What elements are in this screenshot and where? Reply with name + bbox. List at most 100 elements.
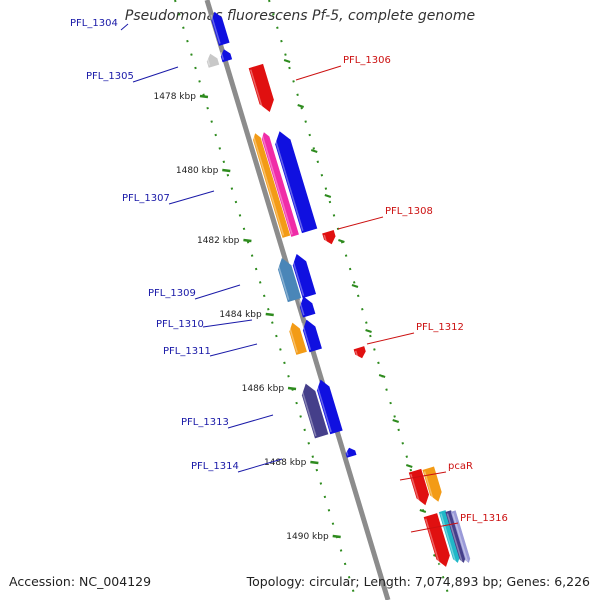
gene-feature-sheen — [273, 134, 304, 231]
outer-track-dash — [338, 239, 345, 243]
genome-summary-label: Topology: circular; Length: 7,074,893 bp… — [246, 574, 590, 589]
gene-labels: PFL_1304 PFL_1305 PFL_1306 PFL_1307 PFL_1308… — [70, 18, 508, 533]
gene-feature-sheen — [315, 382, 332, 433]
accession-label: Accession: NC_004129 — [9, 574, 152, 589]
gene-label-leader — [132, 66, 179, 83]
gene-feature-sheen — [354, 350, 359, 358]
scale-tick-label: 1490 kbp — [286, 532, 329, 542]
gene-feature-sheen — [440, 513, 457, 562]
scale-tick-label: 1480 kbp — [176, 166, 219, 176]
gene-label-pfl_1305: PFL_1305 — [86, 71, 134, 82]
scale-tick-mark — [222, 168, 231, 173]
outer-track-dash — [405, 464, 413, 468]
gene-feature-sheen — [249, 69, 265, 113]
gene-feature-pfl_1305 — [220, 49, 233, 63]
gene-label-leader — [202, 319, 253, 328]
gene-label-leader — [227, 414, 274, 429]
gene-feature-pfl_1316-cyan — [438, 510, 460, 563]
gene-feature-pfl_1304 — [211, 11, 230, 46]
gene-feature-sheen — [220, 51, 225, 61]
gene-label-pfl_1306: PFL_1306 — [343, 55, 391, 66]
gene-feature-sheen — [276, 261, 290, 300]
gene-label-leader — [237, 458, 283, 473]
gene-feature-pfl_1313-slate — [301, 383, 329, 439]
gene-label-leader — [337, 216, 384, 230]
gene-feature-pfl_1308 — [322, 230, 336, 245]
gene-feature-pfl_1307 — [275, 131, 318, 234]
gene-feature-pfl_1306 — [248, 63, 274, 112]
gene-feature-sheen — [423, 471, 435, 502]
gene-label-pfl_1311: PFL_1311 — [163, 346, 211, 357]
gene-feature-sheen — [452, 513, 468, 562]
scale-tick-mark — [243, 238, 252, 243]
gene-feature-pfl_1309-steel — [277, 257, 302, 303]
gene-features — [206, 11, 471, 567]
scale-tick-mark — [310, 460, 319, 465]
gene-feature-pfl_1307-magenta — [261, 132, 299, 237]
gene-feature-pfl_1314 — [345, 447, 357, 458]
gene-feature-pfl_1307-orange — [252, 133, 291, 238]
outer-track-dash — [310, 149, 318, 153]
gene-label-pfl_1308: PFL_1308 — [385, 206, 433, 217]
gene-feature-pfl_1311-orange — [289, 322, 307, 355]
gene-feature-sheen — [261, 134, 293, 235]
outer-track-dash — [297, 104, 304, 108]
gene-feature-sheen — [410, 473, 421, 505]
gene-feature-pfl_1312 — [353, 346, 366, 359]
scale-tick-label: 1482 kbp — [197, 236, 240, 246]
gene-feature-sheen — [298, 299, 305, 316]
scale-tick-mark — [287, 386, 297, 391]
outer-track-dash — [324, 194, 332, 198]
gene-feature-pfl_1316-slate — [445, 510, 466, 563]
genome-backbone — [204, 0, 391, 600]
outer-track-dash — [419, 509, 427, 513]
gene-feature-sheen — [252, 135, 285, 236]
gene-label-pcar: pcaR — [448, 461, 473, 472]
scale-ticks: 1478 kbp 1480 kbp 1482 kbp 1484 kbp 1486 kbp… — [154, 92, 341, 542]
gene-label-pfl_1309: PFL_1309 — [148, 288, 196, 299]
gene-feature-sheen — [206, 56, 211, 66]
gene-label-pfl_1310: PFL_1310 — [156, 319, 204, 330]
gene-feature-pfl_1313 — [316, 379, 343, 435]
scale-tick-label: 1478 kbp — [154, 92, 197, 102]
gene-feature-pfl_1310 — [299, 296, 316, 318]
gene-feature-pfl_1311 — [302, 319, 322, 353]
gene-label-leader — [209, 343, 258, 357]
gene-feature-pfl_1316 — [423, 513, 450, 567]
outer-track-dash — [283, 59, 291, 63]
gene-label-leader — [410, 522, 459, 533]
gene-label-pfl_1304: PFL_1304 — [70, 18, 118, 29]
gene-feature-pfl_1305-gray — [206, 53, 220, 68]
outer-track-dash — [392, 419, 400, 423]
gene-feature-sheen — [291, 257, 305, 296]
outer-track-dash — [351, 284, 359, 288]
gene-label-leader — [366, 332, 415, 345]
scale-tick-mark — [265, 312, 274, 317]
gene-feature-sheen — [424, 518, 441, 567]
gene-label-leader — [194, 284, 241, 300]
scale-tick-label: 1484 kbp — [219, 310, 262, 320]
gene-feature-pfl_1309 — [292, 253, 317, 299]
scale-tick-label: 1486 kbp — [242, 384, 285, 394]
scale-tick-label: 1488 kbp — [264, 458, 307, 468]
scale-tick-mark — [199, 94, 209, 99]
gene-feature-sheen — [323, 234, 328, 244]
outer-track-dash — [378, 374, 386, 378]
gene-label-pfl_1313: PFL_1313 — [181, 417, 229, 428]
gene-label-pfl_1307: PFL_1307 — [122, 193, 170, 204]
gene-label-leader — [120, 23, 129, 31]
gene-label-leader — [399, 471, 447, 481]
gene-feature-sheen — [288, 325, 298, 353]
gene-feature-sheen — [210, 14, 221, 44]
gene-feature-sheen — [345, 450, 349, 456]
gene-label-pfl_1312: PFL_1312 — [416, 322, 464, 333]
gene-label-leader — [295, 65, 342, 81]
gene-label-leader — [168, 190, 215, 205]
gene-feature-sheen — [446, 513, 463, 562]
gene-label-pfl_1314: PFL_1314 — [191, 461, 239, 472]
gene-label-pfl_1316: PFL_1316 — [460, 513, 508, 524]
outer-track-dash — [365, 329, 372, 333]
gene-feature-sheen — [301, 322, 312, 351]
